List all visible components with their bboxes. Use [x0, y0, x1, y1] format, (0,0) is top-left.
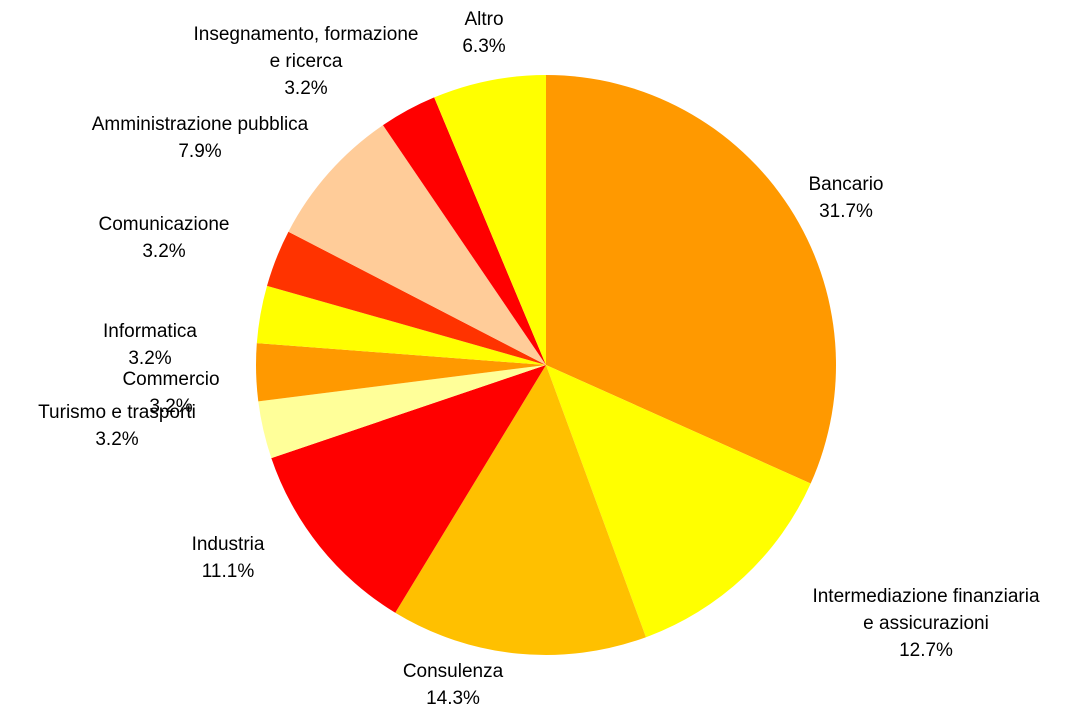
pie-slice [546, 75, 836, 484]
slice-label: Turismo e trasporti [38, 402, 196, 423]
slice-label: Insegnamento, formazione e ricerca [194, 24, 419, 72]
value-label: 7.9% [178, 141, 221, 162]
label-line: e ricerca [270, 51, 343, 72]
value-label: 3.2% [149, 396, 192, 417]
value-label: 14.3% [426, 688, 480, 709]
pie-slice [271, 365, 546, 613]
slice-label: Consulenza [403, 661, 504, 682]
pie-slice [395, 365, 646, 656]
label-line: Commercio [122, 369, 219, 390]
value-label: 12.7% [899, 640, 953, 661]
pie-slice [256, 343, 546, 402]
slice-label: Comunicazione [99, 214, 230, 235]
pie-slice [258, 365, 546, 459]
value-label: 3.2% [284, 78, 327, 99]
label-line: Informatica [103, 321, 197, 342]
slice-label: Commercio [122, 369, 219, 390]
pie-slice [434, 75, 546, 365]
label-line: Bancario [809, 174, 884, 195]
value-label: 3.2% [95, 429, 138, 450]
label-line: Amministrazione pubblica [92, 114, 309, 135]
slice-label: Informatica [103, 321, 197, 342]
slice-label: Industria [192, 534, 265, 555]
value-label: 3.2% [142, 241, 185, 262]
pie-slice [256, 285, 546, 365]
label-line: e assicurazioni [863, 613, 989, 634]
pie-slice [288, 125, 546, 365]
label-line: Altro [464, 9, 503, 30]
value-label: 11.1% [202, 561, 255, 582]
pie-slice [546, 365, 811, 638]
slice-label: Altro [464, 9, 503, 30]
slice-label: Bancario [809, 174, 884, 195]
value-label: 31.7% [819, 201, 873, 222]
label-line: Comunicazione [99, 214, 230, 235]
label-line: Consulenza [403, 661, 504, 682]
label-line: Insegnamento, formazione [194, 24, 419, 45]
pie-slice [382, 97, 546, 366]
value-label: 6.3% [462, 36, 505, 57]
pie-slice [267, 231, 546, 365]
label-line: Industria [192, 534, 265, 555]
slice-label: Amministrazione pubblica [92, 114, 309, 135]
value-label: 3.2% [128, 348, 171, 369]
slice-label: Intermediazione finanziaria e assicurazio… [812, 586, 1040, 634]
label-line: Intermediazione finanziaria [812, 586, 1040, 607]
label-line: Turismo e trasporti [38, 402, 196, 423]
